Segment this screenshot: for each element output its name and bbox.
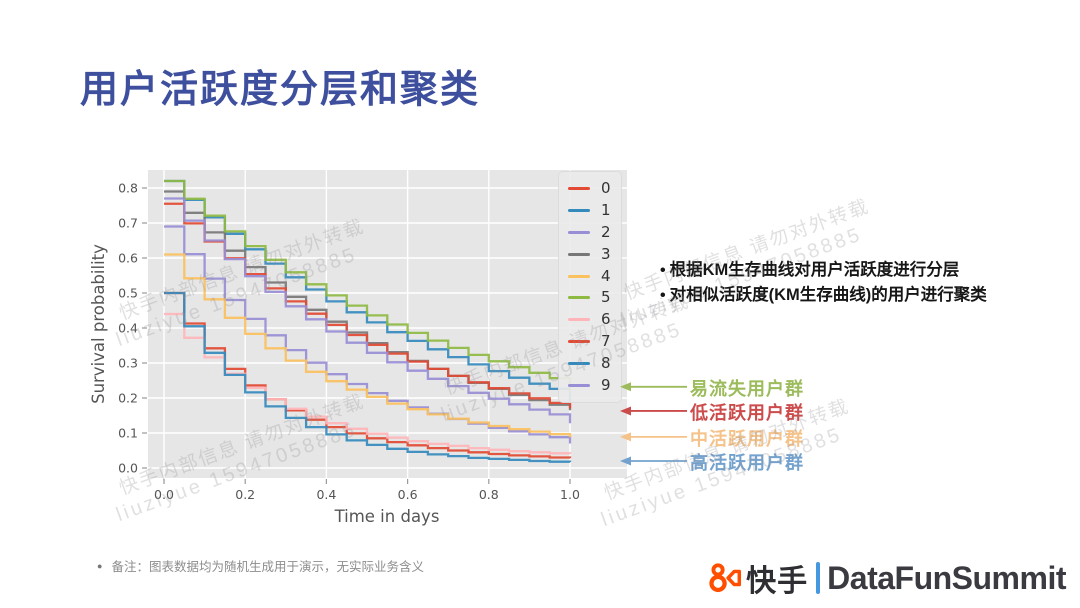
legend-line-icon [568,296,590,300]
svg-text:0.5: 0.5 [118,286,138,301]
kuaishou-wordmark: 快手 [746,565,809,598]
svg-text:0.4: 0.4 [118,321,138,336]
bullet-dot-icon: • [660,262,666,279]
svg-text:Survival probability: Survival probability [90,244,108,404]
survival-curve-4 [164,253,572,438]
logo-separator [816,562,821,594]
legend-label: 1 [601,201,611,220]
svg-text:0.4: 0.4 [316,487,336,502]
legend-label: 5 [601,288,611,307]
survival-curve-9 [164,197,572,424]
svg-text:0.0: 0.0 [118,461,138,476]
legend-label: 0 [601,179,611,198]
cluster-label: 易流失用户群 [690,378,804,399]
svg-text:0.2: 0.2 [118,391,138,406]
svg-text:0.3: 0.3 [118,356,138,371]
legend-label: 3 [601,244,611,263]
page-title: 用户活跃度分层和聚类 [80,69,481,111]
bullet-notes: • 根据KM生存曲线对用户活跃度进行分层 • 对相似活跃度(KM生存曲线)的用户进行聚… [660,258,1060,308]
bullet-text: 对相似活跃度(KM生存曲线)的用户进行聚类 [669,286,987,304]
svg-text:0.6: 0.6 [118,251,138,266]
legend-label: 9 [601,375,611,394]
bullet-dot-icon: • [660,287,666,304]
bullet-item: • 对相似活跃度(KM生存曲线)的用户进行聚类 [660,283,1060,308]
legend-line-icon [568,339,590,343]
svg-text:0.2: 0.2 [235,487,255,502]
survival-curve-8 [164,291,572,463]
legend-item-6: 6 [568,309,611,331]
svg-text:0.8: 0.8 [118,181,138,196]
legend-line-icon [568,383,590,387]
survival-chart: 0.0 0.1 0.2 0.3 0.4 0.5 0.6 0.7 0.8 0.0 0.2 0.4 0.6 0… [89,165,650,530]
survival-curve-0 [164,291,572,459]
survival-chart-plot: 0.0 0.1 0.2 0.3 0.4 0.5 0.6 0.7 0.8 0.0 0.2 0.4 0.6 0… [89,170,627,526]
legend-item-1: 1 [568,200,611,222]
legend-label: 6 [601,310,611,329]
legend-line-icon [568,274,590,278]
legend-line-icon [568,361,590,365]
chart-legend: 0 1 2 3 4 5 6 7 8 9 [558,171,622,403]
legend-item-8: 8 [568,352,611,374]
legend-line-icon [568,252,590,256]
cluster-label: 中活跃用户群 [690,428,804,449]
legend-item-4: 4 [568,265,611,287]
legend-label: 4 [601,266,611,285]
legend-item-7: 7 [568,331,611,353]
survival-curve-5 [164,179,572,393]
footnote-text: 备注：图表数据均为随机生成用于演示，无实际业务含义 [111,560,424,574]
kuaishou-camera-icon [709,563,742,593]
footnote: ● 备注：图表数据均为随机生成用于演示，无实际业务含义 [97,556,424,575]
survival-curve-1 [164,179,572,402]
legend-item-3: 3 [568,243,611,265]
svg-text:0.6: 0.6 [398,487,418,502]
svg-text:0.1: 0.1 [118,426,138,441]
svg-text:0.0: 0.0 [154,487,174,502]
legend-item-2: 2 [568,222,611,244]
legend-line-icon [568,187,590,191]
legend-label: 2 [601,222,611,241]
legend-label: 7 [601,331,611,350]
legend-line-icon [568,230,590,234]
svg-text:0.8: 0.8 [479,487,499,502]
cluster-label: 低活跃用户群 [690,402,804,423]
bullet-text: 根据KM生存曲线对用户活跃度进行分层 [669,261,960,279]
legend-label: 8 [601,353,611,372]
svg-text:Time in days: Time in days [334,507,440,526]
legend-item-9: 9 [568,374,611,396]
svg-text:1.0: 1.0 [560,487,580,502]
bullet-item: • 根据KM生存曲线对用户活跃度进行分层 [660,258,1060,283]
legend-item-5: 5 [568,287,611,309]
cluster-label: 高活跃用户群 [690,453,804,473]
footnote-bullet-icon: ● [97,560,103,571]
legend-line-icon [568,209,590,213]
datafunsummit-wordmark: DataFunSummit [827,559,1066,596]
svg-text:0.7: 0.7 [118,216,138,231]
brand-logo: 快手 DataFunSummit [708,556,1066,600]
legend-line-icon [568,318,590,322]
legend-item-0: 0 [568,178,611,200]
